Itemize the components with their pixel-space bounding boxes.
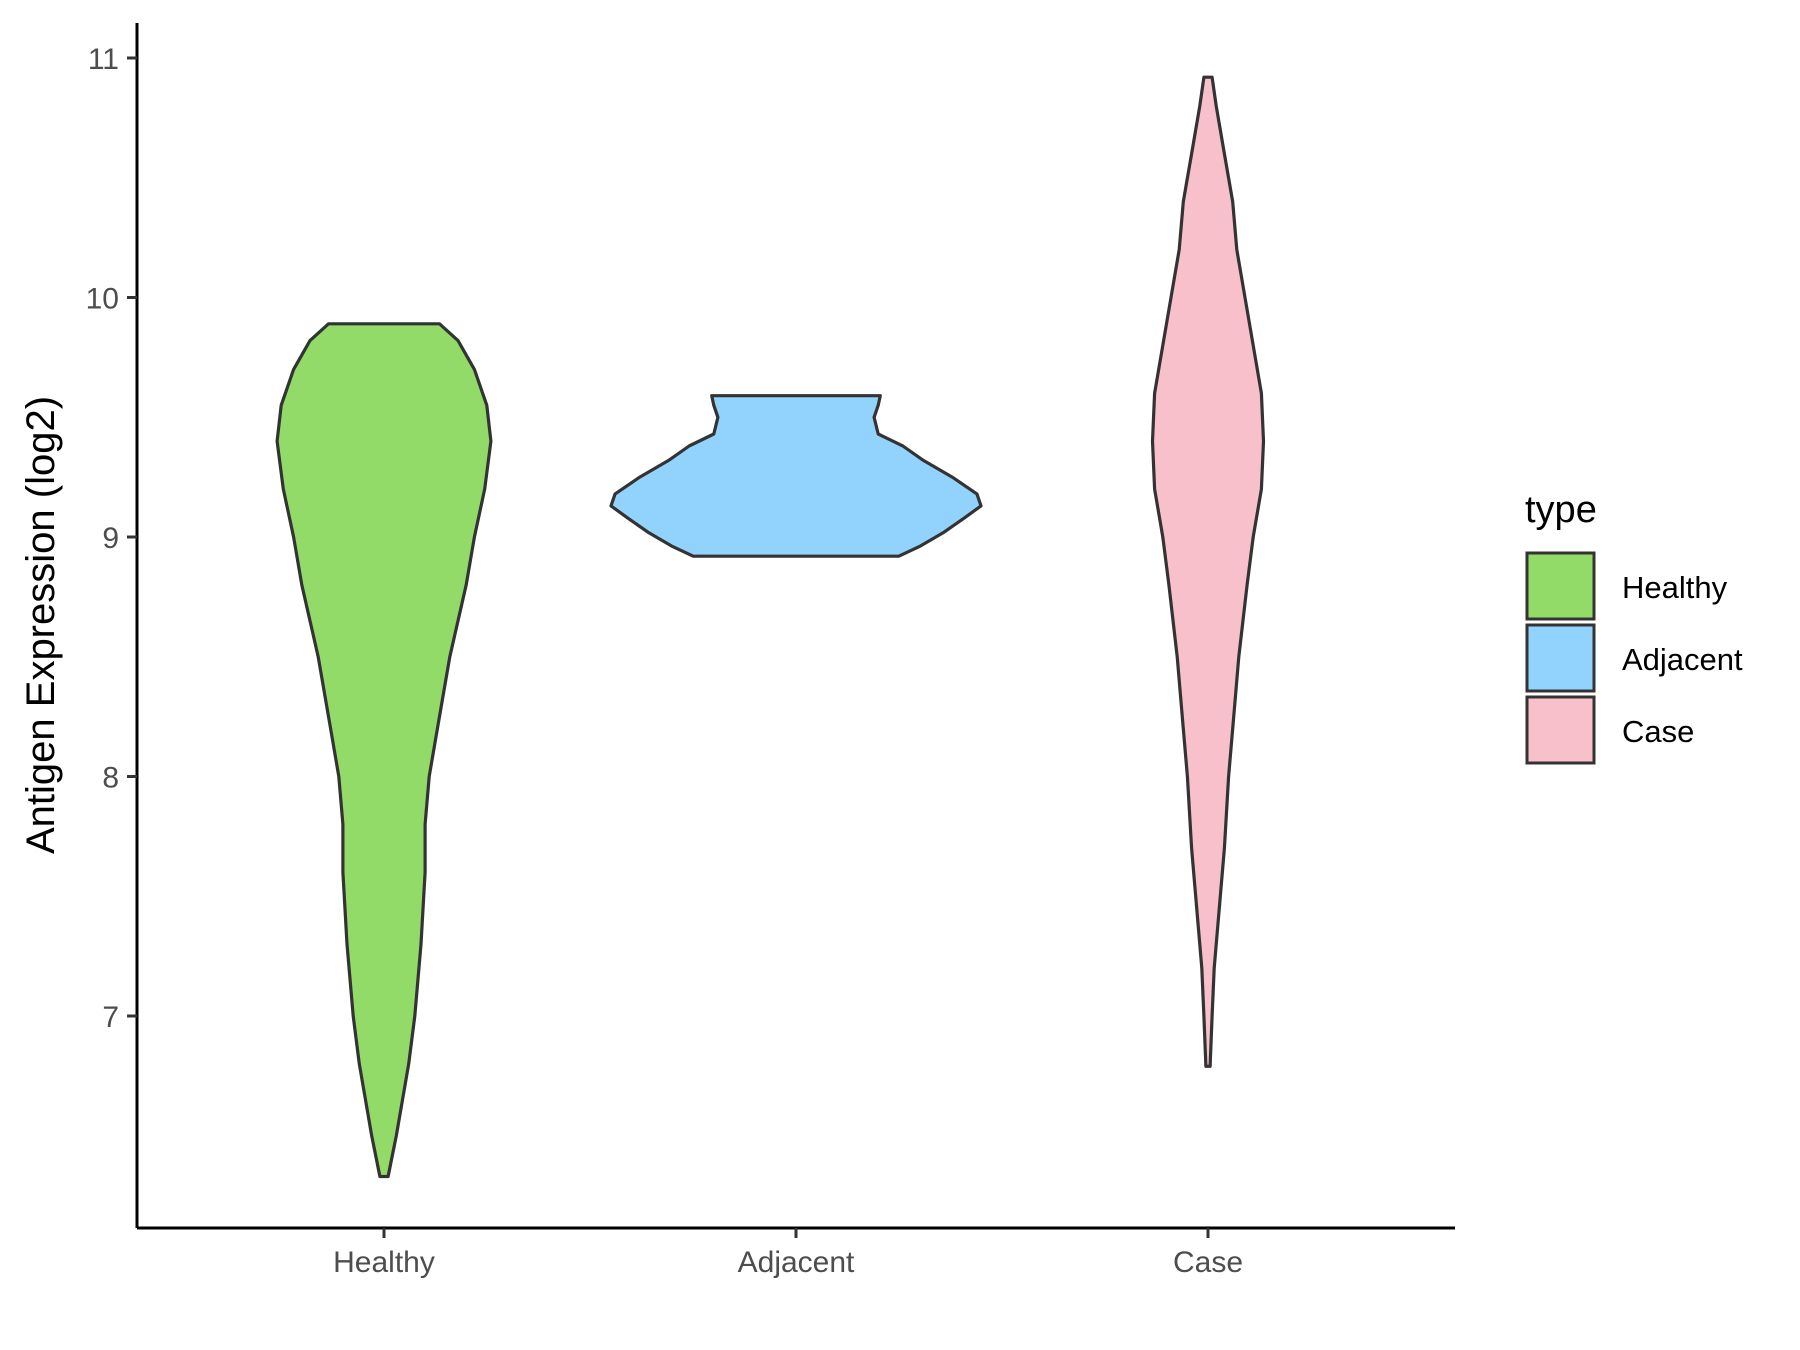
x-axis-ticks: Healthy Adjacent Case bbox=[333, 1228, 1243, 1279]
x-tick-label: Adjacent bbox=[738, 1246, 855, 1279]
violin-case bbox=[1150, 75, 1266, 1068]
y-tick-label: 9 bbox=[102, 522, 119, 555]
x-tick-label: Healthy bbox=[333, 1246, 435, 1279]
legend-label-adjacent: Adjacent bbox=[1622, 642, 1743, 677]
violin-layer bbox=[275, 75, 1266, 1179]
legend-label-healthy: Healthy bbox=[1622, 570, 1728, 605]
legend: type Healthy Adjacent Case bbox=[1525, 489, 1743, 765]
y-tick-label: 11 bbox=[88, 43, 119, 76]
y-axis-ticks: 7 8 9 10 11 bbox=[86, 43, 137, 1034]
legend-key-case bbox=[1525, 695, 1596, 765]
legend-key-adjacent bbox=[1525, 623, 1596, 693]
y-tick-label: 7 bbox=[102, 1001, 119, 1034]
legend-label-case: Case bbox=[1622, 714, 1694, 749]
x-tick-label: Case bbox=[1173, 1246, 1243, 1279]
y-tick-label: 8 bbox=[102, 762, 119, 795]
violin-healthy bbox=[275, 322, 493, 1179]
legend-items: Healthy Adjacent Case bbox=[1525, 551, 1743, 765]
violin-adjacent bbox=[609, 394, 983, 558]
legend-key-healthy bbox=[1525, 551, 1596, 621]
y-tick-label: 10 bbox=[86, 283, 119, 316]
legend-title: type bbox=[1525, 489, 1597, 531]
y-axis-title: Antigen Expression (log2) bbox=[19, 396, 63, 854]
